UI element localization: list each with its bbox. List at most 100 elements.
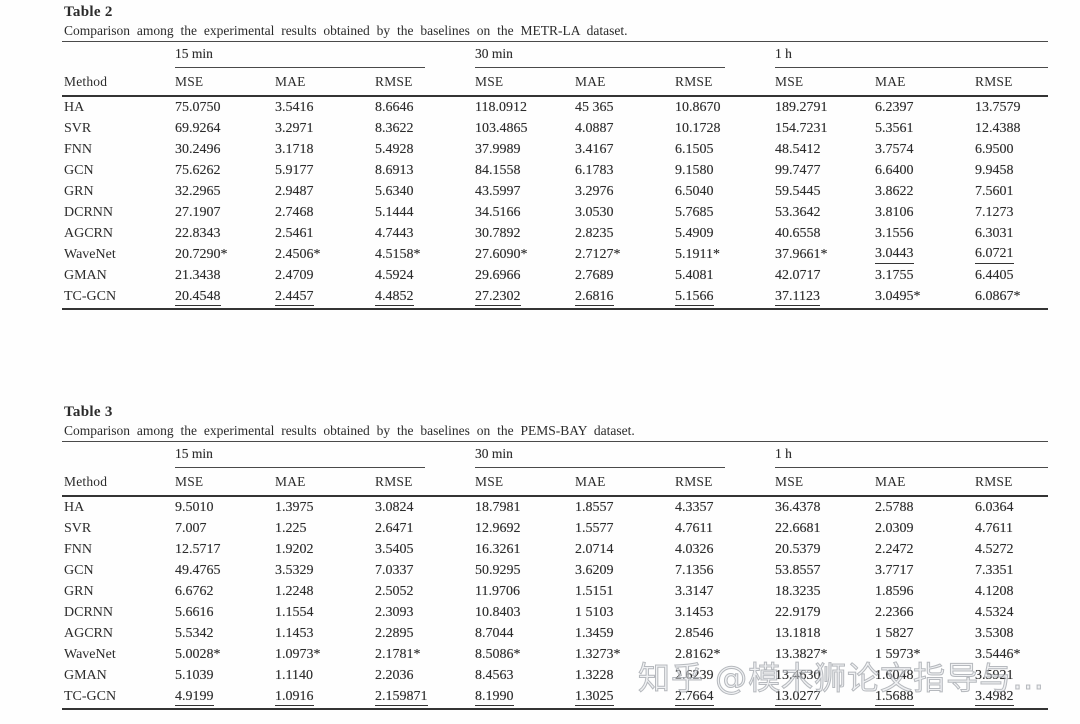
value-text: 36.4378 <box>775 499 821 515</box>
value-cell: 103.4865 <box>475 118 575 139</box>
value-cell: 84.1558 <box>475 160 575 181</box>
value-cell: 53.3642 <box>775 202 875 223</box>
value-cell: 2.7468 <box>275 202 375 223</box>
value-cell: 1.6048 <box>875 666 975 687</box>
value-text: 6.5040 <box>675 183 714 199</box>
value-text: 3.6209 <box>575 562 614 578</box>
value-cell: 12.9692 <box>475 518 575 539</box>
value-text: 40.6558 <box>775 226 821 242</box>
value-text: 21.3438 <box>175 268 221 284</box>
value-cell: 3.1556 <box>875 224 975 245</box>
value-cell: 13.3827* <box>775 645 875 666</box>
value-text: 3.8106 <box>875 205 914 221</box>
value-text: 4.7443 <box>375 226 414 242</box>
column-header: MSE <box>175 73 204 89</box>
value-text: 29.6966 <box>475 268 521 284</box>
value-text: 5.1566 <box>675 289 714 307</box>
value-text: 5.3561 <box>875 120 914 136</box>
value-text: 2.7689 <box>575 268 614 284</box>
value-text: 3.0495* <box>875 289 921 305</box>
group-label-text: 1 h <box>775 446 792 461</box>
value-cell: 2.2895 <box>375 624 475 645</box>
value-cell: 1.5688 <box>875 687 975 708</box>
value-cell: 2.7127* <box>575 245 675 266</box>
table-title: Table 3 <box>64 404 113 420</box>
value-cell: 5.4928 <box>375 139 475 160</box>
value-cell: 30.2496 <box>175 139 275 160</box>
group-spacer <box>62 442 175 468</box>
value-cell: 5.9177 <box>275 160 375 181</box>
value-cell: 5.1444 <box>375 202 475 223</box>
value-text: 1.3025 <box>575 689 614 707</box>
value-cell: 1.3228 <box>575 666 675 687</box>
value-cell: 6.4405 <box>975 266 1048 287</box>
value-cell: 1.3459 <box>575 624 675 645</box>
value-cell: 13.0277 <box>775 687 875 708</box>
table-row: FNN 12.5717 1.9202 3.5405 16.3261 2.0714 4.032… <box>62 539 1048 560</box>
group-label: 1 h <box>775 442 1048 468</box>
group-label: 30 min <box>475 442 725 468</box>
value-text: 18.7981 <box>475 499 521 515</box>
value-text: 1.0916 <box>275 689 314 707</box>
table-row: WaveNet 5.0028* 1.0973* 2.1781* 8.5086* 1.327… <box>62 645 1048 666</box>
value-cell: 3.5921 <box>975 666 1048 687</box>
value-cell: 21.3438 <box>175 266 275 287</box>
table-title: Table 2 <box>64 4 113 20</box>
value-text: 6.1783 <box>575 162 614 178</box>
value-text: 3.7574 <box>875 141 914 157</box>
value-cell: 1.2248 <box>275 581 375 602</box>
value-cell: 2.4506* <box>275 245 375 266</box>
value-text: 8.4563 <box>475 668 514 684</box>
value-text: 2.3093 <box>375 605 414 621</box>
table-caption: Comparison among the experimental result… <box>64 423 635 438</box>
value-cell: 5.4909 <box>675 224 775 245</box>
group-label-text: 1 h <box>775 46 792 61</box>
value-cell: 10.8670 <box>675 97 775 118</box>
value-cell: 3.0530 <box>575 202 675 223</box>
value-cell: 4.0326 <box>675 539 775 560</box>
value-cell: 6.6762 <box>175 581 275 602</box>
value-cell: 2.8235 <box>575 224 675 245</box>
value-text: 12.9692 <box>475 520 521 536</box>
value-text: 3.5308 <box>975 626 1014 642</box>
value-text: 3.5446* <box>975 647 1021 663</box>
value-cell: 2.6816 <box>575 287 675 308</box>
value-cell: 2.0309 <box>875 518 975 539</box>
column-header: RMSE <box>675 473 713 489</box>
table-block: Table 3 Comparison among the experimental… <box>62 402 1048 710</box>
column-header-row: Method MSE MAE RMSE MSE MAE RMSE MSE MAE RMSE <box>62 468 1048 495</box>
table-caption: Comparison among the experimental result… <box>64 23 628 38</box>
value-cell: 8.4563 <box>475 666 575 687</box>
value-cell: 37.9989 <box>475 139 575 160</box>
value-cell: 18.7981 <box>475 497 575 518</box>
value-text: 3.0530 <box>575 205 614 221</box>
value-cell: 45 365 <box>575 97 675 118</box>
column-header: MSE <box>775 473 804 489</box>
value-cell: 7.1356 <box>675 560 775 581</box>
value-text: 27.1907 <box>175 205 221 221</box>
value-cell: 3.0443 <box>875 245 975 266</box>
value-text: 9.1580 <box>675 162 714 178</box>
value-text: 4.7611 <box>675 520 713 536</box>
value-text: 13.4630 <box>775 668 821 684</box>
value-text: 2.2366 <box>875 605 914 621</box>
value-text: 1.9202 <box>275 541 314 557</box>
value-text: 27.2302 <box>475 289 521 307</box>
value-text: 189.2791 <box>775 99 828 115</box>
table-row: GRN 6.6762 1.2248 2.5052 11.9706 1.5151 3.3147… <box>62 581 1048 602</box>
group-label-text: 30 min <box>475 46 513 61</box>
value-text: 1.3975 <box>275 499 314 515</box>
value-cell: 6.1783 <box>575 160 675 181</box>
value-text: 5.7685 <box>675 205 714 221</box>
method-cell: HA <box>64 499 85 515</box>
value-cell: 42.0717 <box>775 266 875 287</box>
table-row: DCRNN 27.1907 2.7468 5.1444 34.5166 3.0530 5.7… <box>62 202 1048 223</box>
value-text: 1.3273* <box>575 647 621 663</box>
value-text: 1.8596 <box>875 583 914 599</box>
value-cell: 50.9295 <box>475 560 575 581</box>
value-cell: 1.3273* <box>575 645 675 666</box>
value-cell: 3.6209 <box>575 560 675 581</box>
table-row: GCN 75.6262 5.9177 8.6913 84.1558 6.1783 9.158… <box>62 160 1048 181</box>
value-cell: 189.2791 <box>775 97 875 118</box>
value-text: 1.8557 <box>575 499 614 515</box>
